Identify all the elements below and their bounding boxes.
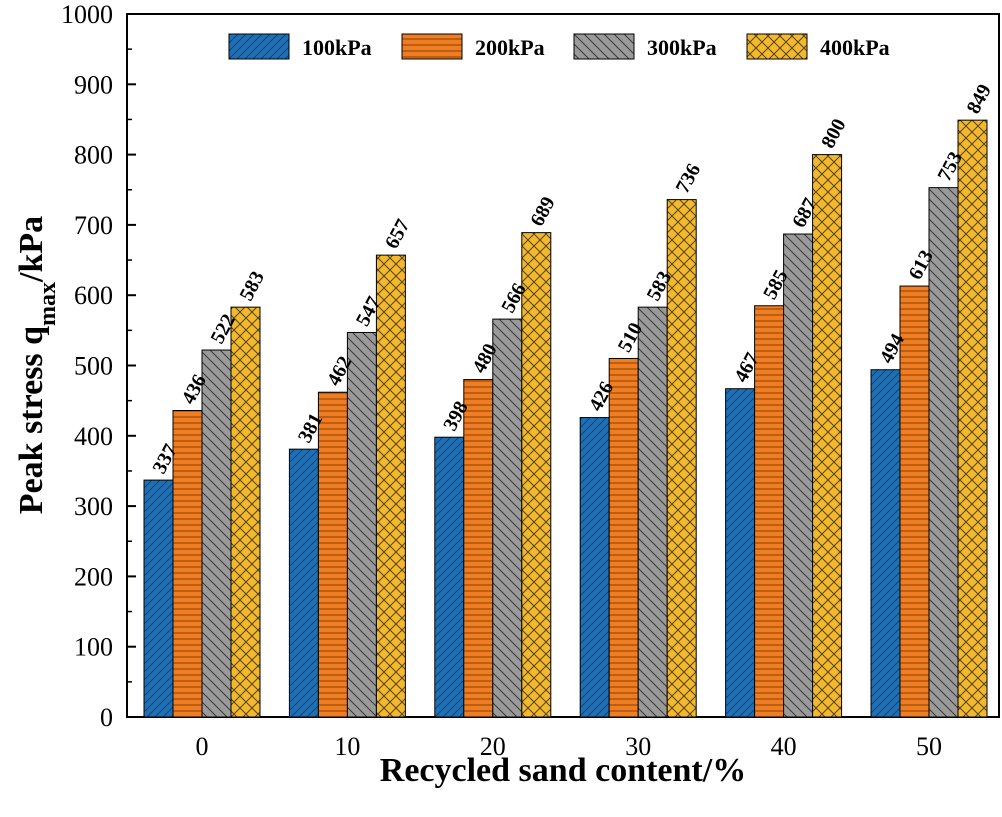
x-tick-label: 20	[480, 732, 506, 761]
legend-swatch-300kPa	[573, 33, 635, 60]
legend-swatch-200kPa	[401, 33, 463, 60]
data-label: 689	[526, 193, 560, 230]
bar-400kPa-20	[521, 232, 552, 718]
bars-group	[143, 119, 988, 718]
y-tick-label: 400	[74, 422, 113, 451]
x-tick-label: 30	[625, 732, 651, 761]
bar-300kPa-10	[346, 331, 377, 718]
bar-100kPa-30	[579, 417, 610, 718]
bar-300kPa-20	[492, 318, 523, 718]
bar-300kPa-50	[928, 187, 959, 718]
bar-300kPa-0	[201, 349, 232, 718]
y-axis-title: Peak stress qmax/kPa	[13, 216, 61, 514]
bar-300kPa-40	[783, 233, 814, 718]
bar-200kPa-40	[754, 305, 785, 718]
legend-label-100kPa: 100kPa	[302, 35, 372, 60]
y-tick-label: 1000	[61, 0, 113, 29]
data-label: 736	[672, 160, 706, 197]
y-axis-title-main: Peak stress q	[13, 326, 50, 514]
x-tick-label: 10	[334, 732, 360, 761]
legend: 100kPa 200kPa 300kPa 400kPa	[228, 33, 890, 60]
x-tick-label: 50	[916, 732, 942, 761]
bar-200kPa-0	[172, 409, 203, 718]
legend-label-400kPa: 400kPa	[820, 35, 890, 60]
bar-100kPa-40	[725, 388, 756, 718]
y-tick-label: 100	[74, 633, 113, 662]
bar-100kPa-20	[434, 436, 465, 718]
legend-label-200kPa: 200kPa	[475, 35, 545, 60]
bar-200kPa-10	[317, 391, 348, 718]
bar-400kPa-0	[230, 306, 261, 718]
legend-label-300kPa: 300kPa	[647, 35, 717, 60]
x-tick-label: 40	[771, 732, 797, 761]
bar-400kPa-10	[375, 254, 406, 718]
data-label: 657	[381, 216, 415, 253]
legend-swatch-400kPa	[746, 33, 808, 60]
bar-300kPa-30	[637, 306, 668, 718]
bar-200kPa-50	[899, 285, 930, 718]
y-axis-title-subscript: max	[35, 282, 61, 326]
y-tick-label: 200	[74, 562, 113, 591]
y-tick-label: 300	[74, 492, 113, 521]
y-tick-label: 600	[74, 281, 113, 310]
legend-swatch-100kPa	[228, 33, 290, 60]
y-tick-label: 700	[74, 211, 113, 240]
data-label: 583	[235, 268, 269, 305]
data-label: 800	[817, 115, 851, 152]
data-labels-group: 3374365225833814625476573984805666894265…	[148, 81, 996, 478]
y-tick-label: 800	[74, 141, 113, 170]
bar-200kPa-20	[463, 379, 494, 718]
y-tick-label: 500	[74, 352, 113, 381]
x-axis-title: Recycled sand content/%	[380, 752, 746, 789]
bar-100kPa-0	[143, 479, 174, 718]
y-tick-label: 900	[74, 70, 113, 99]
bar-200kPa-30	[608, 357, 639, 718]
data-label: 849	[962, 81, 996, 118]
bar-400kPa-30	[666, 199, 697, 718]
x-tick-label: 0	[196, 732, 209, 761]
y-axis: 0 100 200 300 400 500 600 700 800 900 1000	[61, 0, 136, 732]
bar-400kPa-50	[957, 119, 988, 718]
y-axis-title-suffix: /kPa	[13, 216, 50, 283]
bar-100kPa-10	[288, 448, 319, 718]
y-tick-label: 0	[100, 703, 113, 732]
bar-400kPa-40	[812, 154, 843, 718]
bar-100kPa-50	[870, 369, 901, 718]
